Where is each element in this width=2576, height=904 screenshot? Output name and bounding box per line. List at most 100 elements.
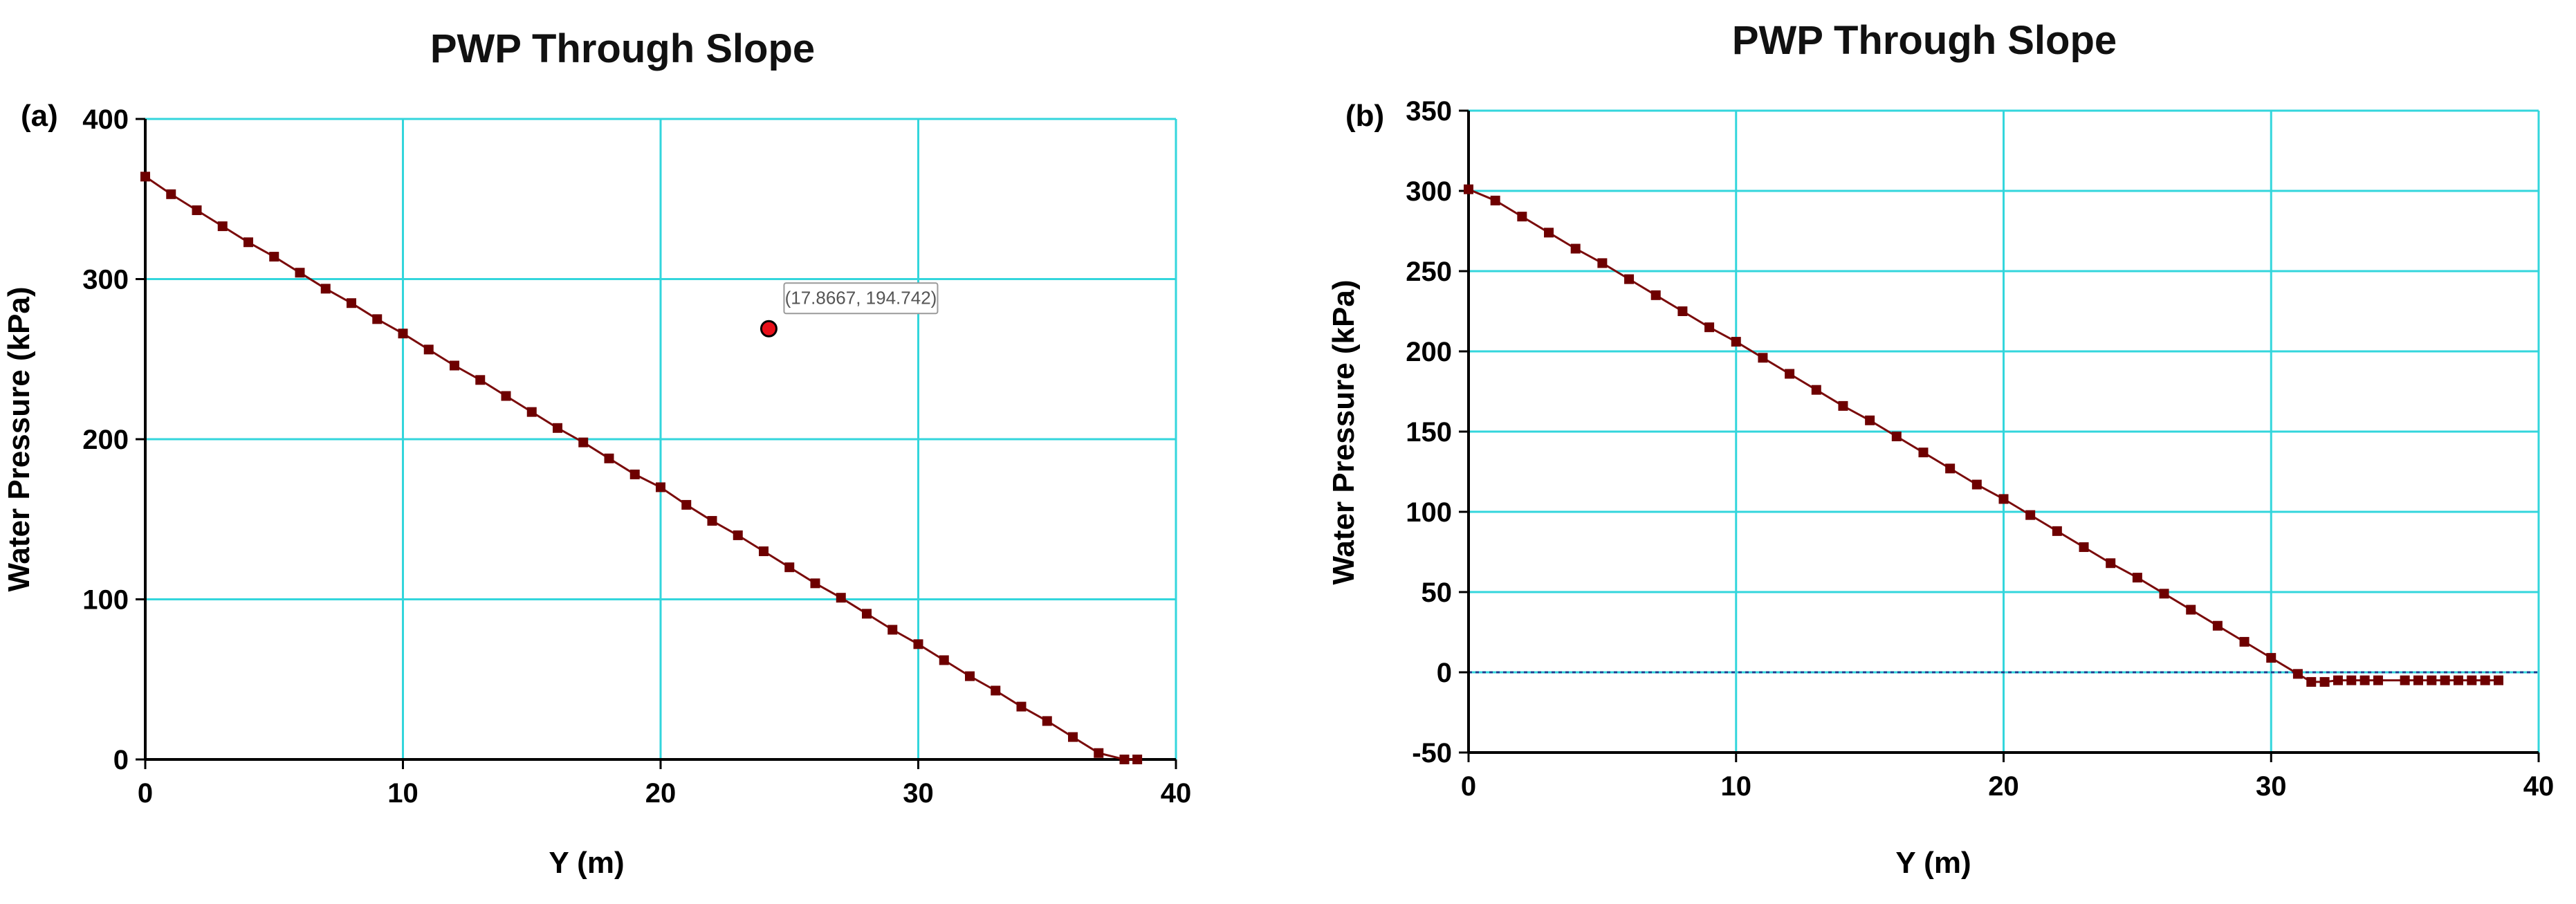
data-point: [2319, 676, 2330, 687]
x-tick-label: 40: [1161, 778, 1192, 809]
data-point: [1945, 463, 1956, 474]
data-point: [2239, 636, 2250, 647]
y-tick-label: -50: [1412, 738, 1452, 768]
y-axis-title: Water Pressure (kPa): [2, 286, 36, 591]
x-tick-label: 40: [2523, 771, 2555, 802]
data-point: [784, 562, 795, 573]
data-point: [1811, 385, 1821, 395]
x-axis-title: Y (m): [549, 846, 624, 880]
data-point: [733, 530, 743, 540]
data-point: [1119, 755, 1130, 764]
data-point: [1785, 369, 1795, 379]
data-point: [2132, 573, 2142, 583]
y-tick-label: 0: [113, 745, 129, 775]
data-point: [1132, 755, 1143, 764]
x-axis-title: Y (m): [1895, 846, 1971, 880]
data-point: [1838, 400, 1848, 411]
data-point: [140, 172, 150, 182]
data-point: [939, 655, 949, 665]
data-point: [295, 268, 305, 278]
highlighted-point[interactable]: [760, 320, 778, 338]
chart-title: PWP Through Slope: [1732, 18, 2117, 63]
x-tick-label: 30: [903, 778, 934, 809]
series-line: [1468, 188, 2499, 683]
data-point: [1517, 212, 1527, 222]
chart-title: PWP Through Slope: [430, 26, 815, 71]
data-point: [2079, 542, 2089, 553]
x-tick-label: 10: [1721, 771, 1752, 802]
x-tick-label: 20: [645, 778, 677, 809]
y-tick-label: 200: [1406, 337, 1452, 367]
data-point: [887, 625, 898, 635]
data-point: [862, 609, 872, 619]
data-point: [1624, 274, 1635, 284]
y-tick-label: 400: [82, 104, 129, 135]
data-point: [1094, 748, 1104, 758]
data-point: [1570, 243, 1581, 254]
data-point: [1971, 479, 1982, 490]
data-point: [2440, 675, 2450, 685]
tooltip-text: (17.8667, 194.742): [785, 287, 937, 308]
data-point: [166, 189, 176, 199]
data-point: [2453, 675, 2463, 685]
data-point: [243, 237, 253, 248]
data-point: [423, 344, 434, 355]
data-point: [965, 671, 975, 681]
data-point: [2159, 589, 2169, 599]
data-point: [991, 685, 1001, 696]
data-point: [2480, 675, 2490, 685]
panel-label: (a): [21, 99, 58, 133]
data-point: [604, 453, 614, 463]
y-tick-label: 100: [1406, 497, 1452, 528]
y-tick-label: 300: [1406, 176, 1452, 207]
data-point: [629, 469, 640, 479]
data-point: [2333, 675, 2343, 685]
grid: [1469, 109, 2540, 753]
y-axis-title: Water Pressure (kPa): [1327, 279, 1361, 584]
y-tick-label: 50: [1422, 578, 1453, 608]
data-point: [1016, 701, 1027, 712]
data-point: [1998, 494, 2009, 504]
data-point: [2400, 675, 2410, 685]
x-tick-label: 0: [138, 778, 153, 809]
data-point: [578, 437, 589, 448]
x-tick-label: 30: [2256, 771, 2287, 802]
data-point: [2306, 676, 2317, 687]
data-point: [1544, 228, 1554, 238]
y-tick-label: 250: [1406, 257, 1452, 287]
data-point: [681, 499, 692, 510]
data-point: [450, 360, 459, 371]
data-point: [1068, 732, 1078, 742]
data-point: [1677, 306, 1688, 316]
data-point: [217, 221, 228, 232]
chart-panel-b: PWP Through Slope (b) 0 10 20 30 40 -50 0 50 100 15…: [1327, 18, 2554, 880]
data-point: [2025, 510, 2036, 520]
data-point: [526, 407, 537, 417]
data-point: [372, 314, 383, 324]
data-point: [1597, 258, 1608, 268]
data-point: [2467, 675, 2477, 685]
y-tick-label: 350: [1406, 96, 1452, 127]
data-point: [1704, 322, 1715, 333]
data-point: [836, 593, 846, 603]
data-point: [2212, 620, 2223, 631]
data-point: [2186, 605, 2196, 615]
data-point: [1490, 195, 1500, 205]
data-point: [2373, 675, 2383, 685]
data-point: [1865, 415, 1875, 425]
data-point: [759, 546, 769, 557]
data-point: [2292, 669, 2303, 679]
data-point: [1464, 184, 1473, 194]
data-point: [2359, 675, 2370, 685]
data-point: [475, 375, 486, 385]
data-point: [1891, 431, 1902, 441]
data-point: [1918, 448, 1929, 458]
data-point: [2052, 526, 2062, 536]
data-point: [269, 252, 279, 262]
data-point: [2427, 675, 2437, 685]
panel-label: (b): [1345, 99, 1384, 133]
grid: [145, 118, 1177, 759]
data-point: [398, 329, 408, 339]
data-point: [2493, 675, 2503, 685]
